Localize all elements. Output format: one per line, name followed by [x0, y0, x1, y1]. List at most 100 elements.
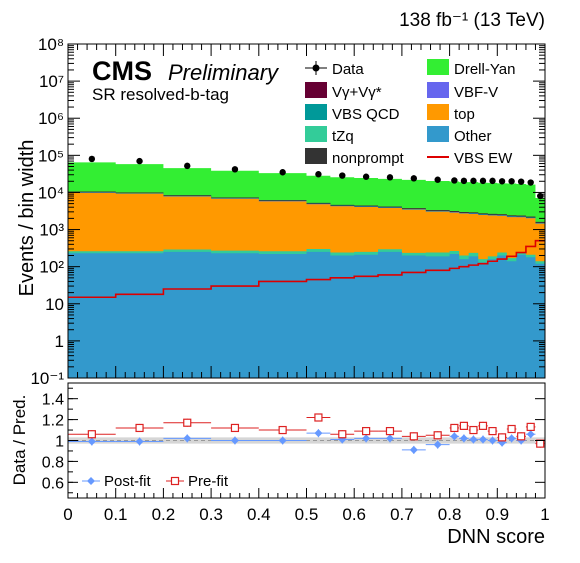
- data-point: [88, 155, 96, 163]
- data-point: [386, 174, 394, 181]
- legend-label-other: Other: [454, 128, 492, 145]
- main-y-tick-label: 1: [55, 332, 64, 351]
- main-y-tick-label: 10⁵: [38, 146, 64, 165]
- ratio-point-pre-fit: [135, 423, 144, 433]
- main-y-tick-label: 10³: [39, 221, 64, 240]
- x-tick-label: 0.3: [199, 505, 223, 524]
- legend-label-nonprompt: nonprompt: [332, 150, 405, 167]
- ratio-point-post-fit: [87, 437, 96, 446]
- data-point: [479, 177, 487, 185]
- data-point: [508, 178, 515, 185]
- data-point: [279, 169, 286, 176]
- ratio-point-post-fit: [135, 437, 144, 446]
- ratio-legend-marker-pre-fit: [170, 476, 180, 486]
- ratio-point-pre-fit: [278, 425, 287, 435]
- x-axis-label: DNN score: [447, 526, 545, 548]
- ratio-point-pre-fit: [362, 426, 371, 436]
- data-point: [470, 177, 477, 185]
- status-label: Preliminary: [168, 60, 280, 85]
- ratio-point-pre-fit: [183, 418, 192, 427]
- ratio-point-pre-fit: [314, 413, 323, 422]
- ratio-point-pre-fit: [469, 425, 478, 435]
- legend-marker-data: [312, 64, 320, 72]
- legend-label-vbf-v: VBF-V: [454, 84, 498, 101]
- data-point: [527, 179, 534, 186]
- main-y-tick-labels: 10⁻¹ 1 10 10² 10³ 10⁴ 10⁵ 10⁶ 10⁷ 10⁸: [30, 35, 64, 388]
- signal-line-group: [68, 239, 545, 299]
- x-tick-label: 0.4: [247, 505, 271, 524]
- ratio-point-post-fit: [450, 432, 459, 441]
- ratio-legend-marker-post-fit: [87, 477, 95, 485]
- ratio-y-tick-labels: 0.6 0.8 1 1.2 1.4: [42, 392, 64, 493]
- ratio-point-pre-fit: [230, 423, 240, 433]
- ratio-point-post-fit: [433, 440, 442, 449]
- region-label: SR resolved-b-tag: [92, 85, 229, 104]
- x-tick-label: 1: [540, 505, 549, 524]
- x-tick-label: 0.9: [485, 505, 509, 524]
- ratio-legend: Post-fit Pre-fit: [82, 473, 229, 490]
- main-y-axis-label: Events / bin width: [16, 140, 38, 297]
- legend-label-v-v-: Vγ+Vγ*: [332, 84, 382, 101]
- data-point: [339, 172, 346, 179]
- x-tick-label: 0: [63, 505, 72, 524]
- legend-swatch-drell-yan: [427, 59, 449, 75]
- ratio-point-pre-fit: [409, 432, 418, 441]
- ratio-points-group: [68, 413, 545, 454]
- lumi-label: 138 fb⁻¹ (13 TeV): [399, 10, 545, 31]
- ratio-point-pre-fit: [536, 439, 545, 448]
- legend-swatch-vbs-qcd: [305, 104, 327, 120]
- main-y-tick-label: 10⁷: [39, 72, 64, 91]
- ratio-point-pre-fit: [507, 424, 516, 434]
- main-axes: [67, 43, 546, 379]
- ratio-point-post-fit: [488, 436, 497, 445]
- x-tick-labels: 0 0.1 0.2 0.3 0.4 0.5 0.6 0.7 0.8 0.9 1: [63, 505, 549, 524]
- main-legend: Data Drell-Yan Vγ+Vγ* VBF-V VBS QCD top tZq Oth…: [305, 59, 515, 167]
- ratio-point-post-fit: [183, 434, 192, 443]
- x-tick-label: 0.6: [342, 505, 366, 524]
- ratio-legend-label-post-fit: Post-fit: [104, 473, 152, 490]
- legend-label-top: top: [454, 106, 475, 123]
- ratio-point-pre-fit: [478, 421, 488, 430]
- ratio-point-pre-fit: [433, 431, 442, 440]
- legend-swatch-tzq: [305, 126, 327, 142]
- x-tick-label: 0.5: [295, 505, 319, 524]
- ratio-y-tick-label: 0.6: [42, 475, 64, 492]
- ratio-point-post-fit: [459, 434, 468, 443]
- ratio-point-post-fit: [278, 436, 287, 445]
- ratio-axes: [67, 382, 546, 499]
- x-tick-label: 0.7: [390, 505, 414, 524]
- legend-label-vbs-ew: VBS EW: [454, 150, 513, 167]
- ratio-y-tick-label: 1: [55, 434, 64, 451]
- legend-label-vbs-qcd: VBS QCD: [332, 106, 400, 123]
- data-point: [489, 177, 496, 185]
- data-point: [231, 166, 239, 173]
- signal-line: [68, 239, 545, 299]
- main-y-tick-label: 10²: [39, 258, 64, 277]
- data-points-group: [88, 155, 544, 200]
- ratio-point-pre-fit: [87, 430, 96, 439]
- ratio-point-post-fit: [362, 434, 371, 443]
- x-tick-label: 0.2: [152, 505, 176, 524]
- data-point: [410, 175, 418, 182]
- ratio-point-pre-fit: [526, 422, 535, 432]
- main-y-tick-label: 10: [45, 295, 64, 314]
- data-point: [315, 171, 322, 178]
- ratio-point-pre-fit: [338, 430, 347, 439]
- x-tick-label: 0.1: [104, 505, 128, 524]
- experiment-label: CMS: [92, 56, 152, 86]
- ratio-point-post-fit: [314, 429, 323, 438]
- ratio-point-post-fit: [230, 436, 239, 445]
- ratio-y-tick-label: 1.2: [42, 413, 64, 430]
- ratio-point-post-fit: [478, 435, 487, 444]
- main-y-tick-label: 10⁴: [38, 183, 64, 202]
- data-point: [136, 157, 143, 165]
- ratio-point-pre-fit: [450, 423, 459, 433]
- legend-swatch-nonprompt: [305, 148, 327, 164]
- legend-label-drell-yan: Drell-Yan: [454, 61, 515, 78]
- legend-swatch-v-v-: [305, 82, 327, 98]
- ratio-point-pre-fit: [497, 433, 507, 442]
- data-point: [451, 177, 458, 184]
- ratio-point-post-fit: [385, 434, 394, 443]
- ratio-legend-label-pre-fit: Pre-fit: [188, 473, 229, 490]
